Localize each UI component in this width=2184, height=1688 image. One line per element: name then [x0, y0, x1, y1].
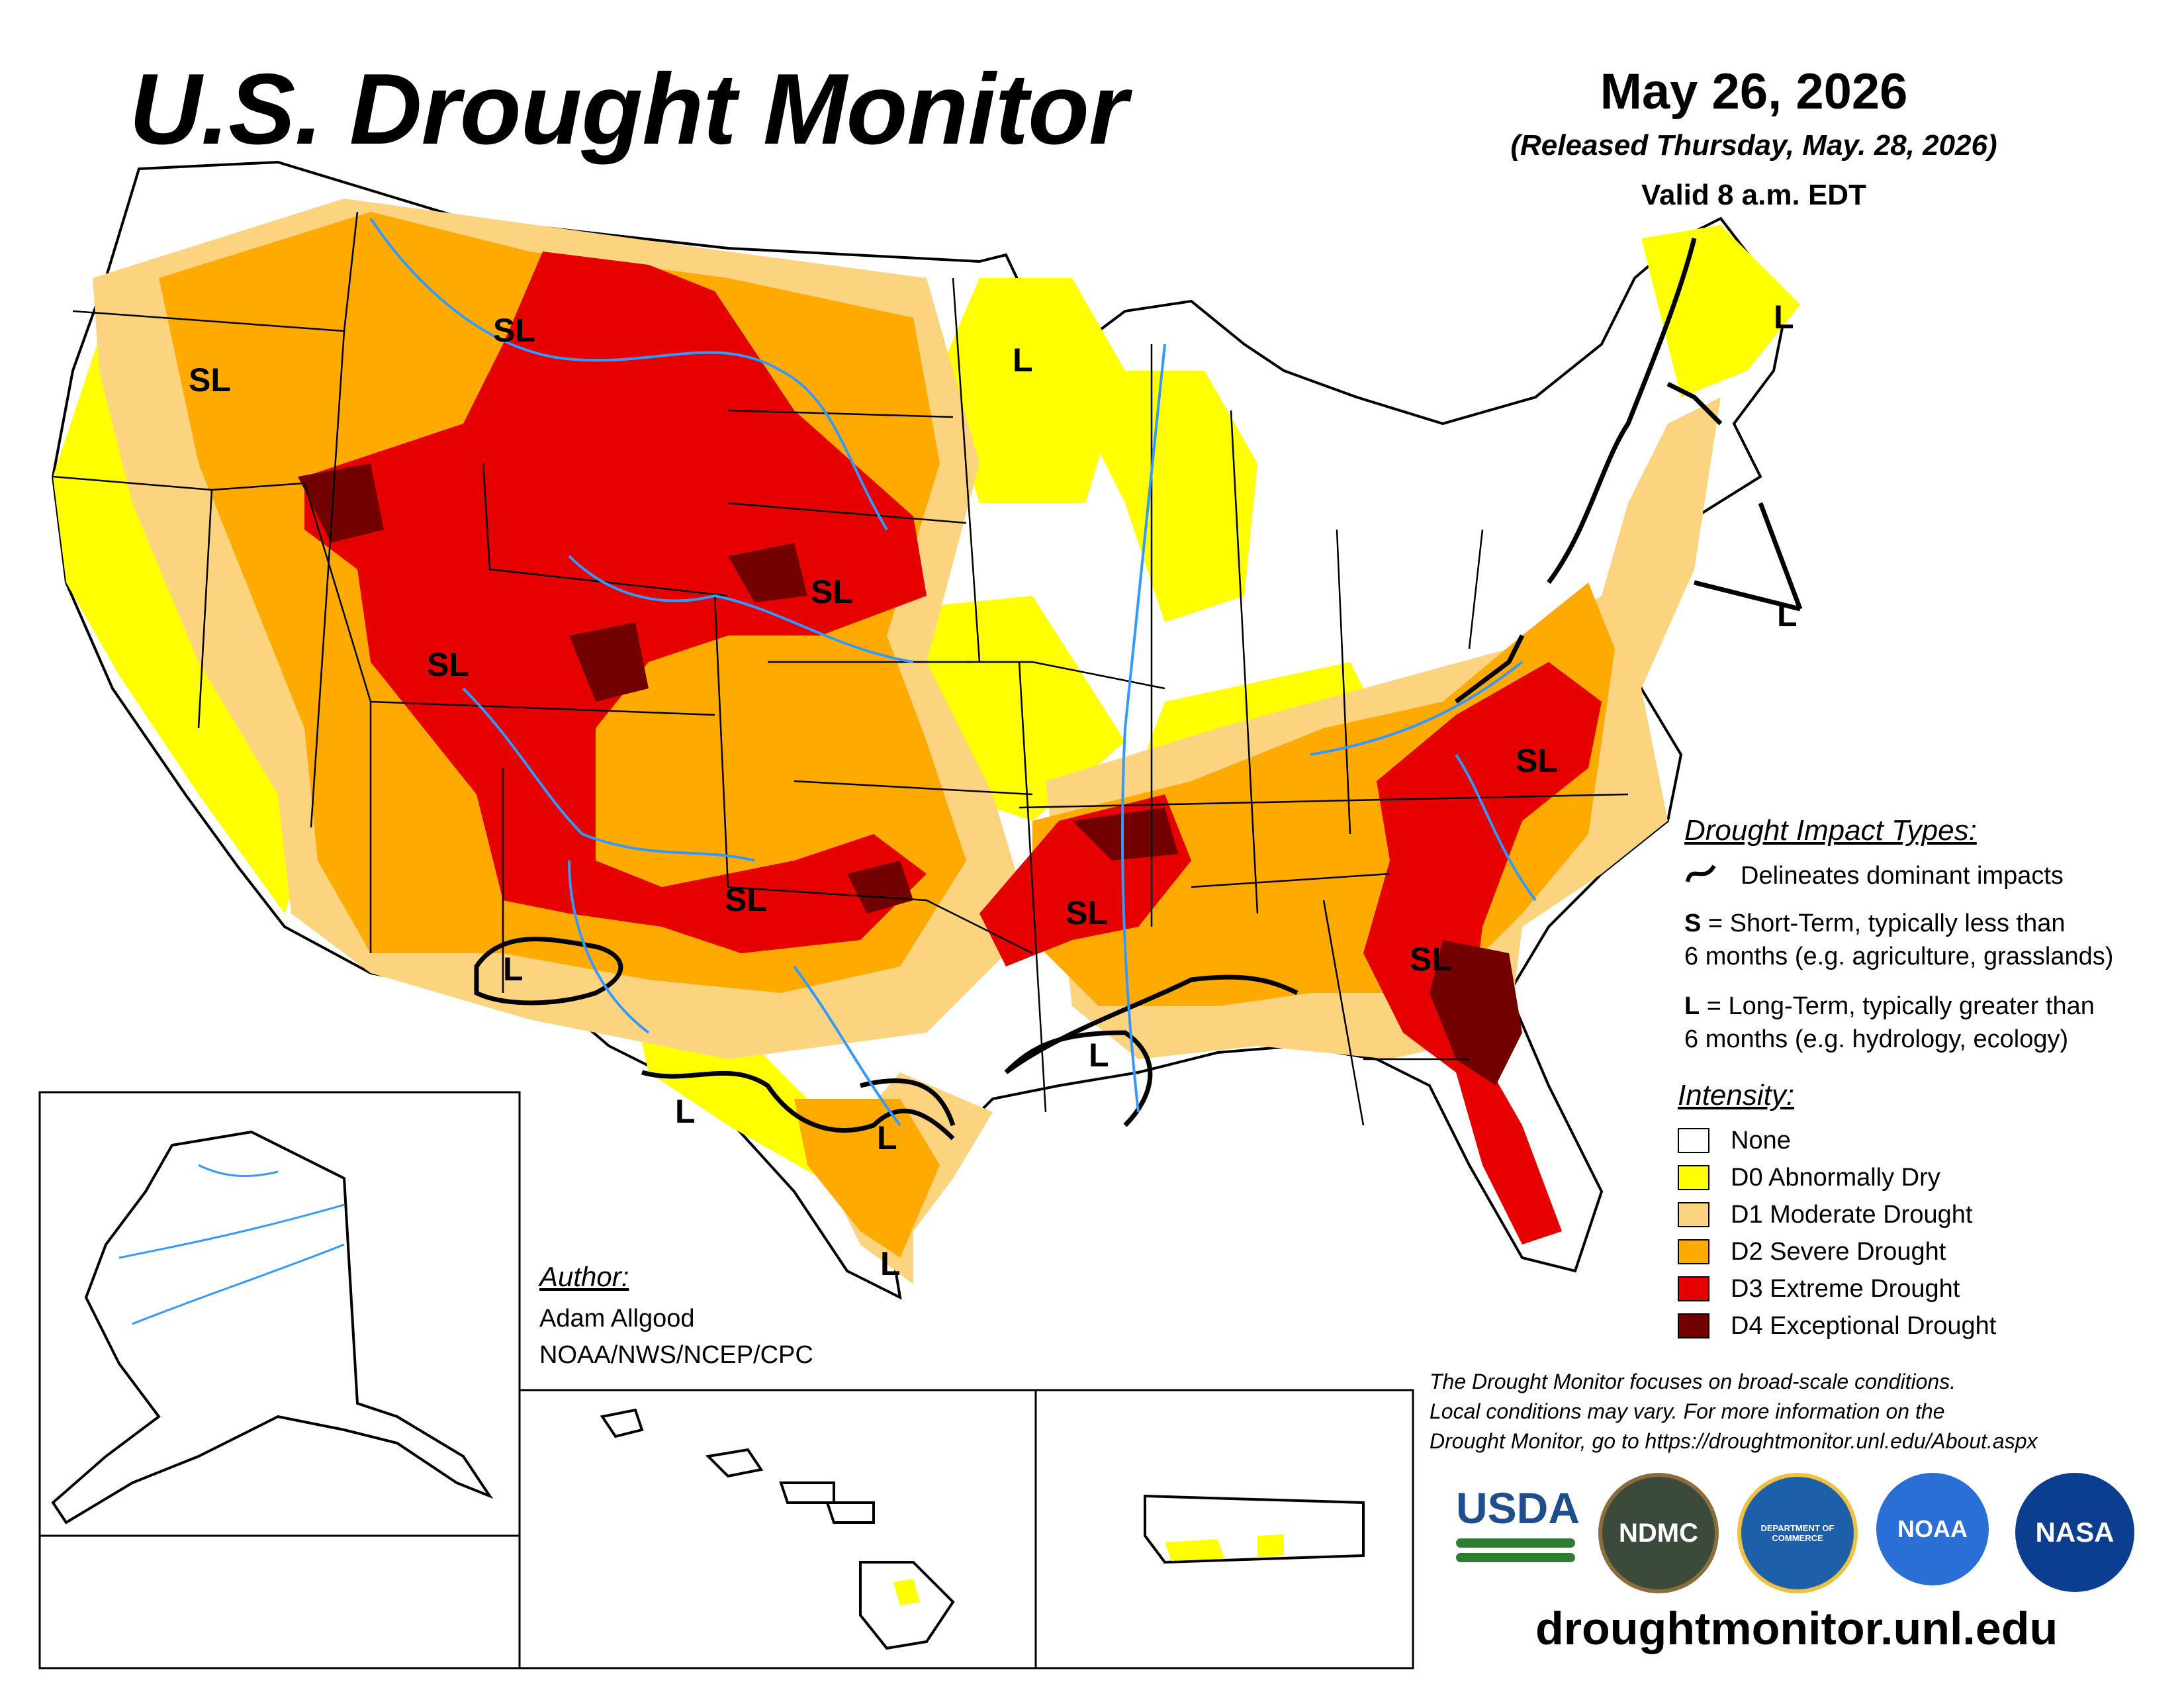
label-l-westtexas: L	[675, 1093, 696, 1130]
drought-areas	[53, 199, 1800, 1284]
impact-boundaries	[474, 238, 1803, 1141]
author-heading: Author:	[539, 1261, 629, 1292]
state-borders	[52, 211, 1629, 1126]
label-l-newmexico: L	[503, 951, 523, 988]
label-sl-georgia: SL	[1410, 941, 1452, 978]
intensity-heading: Intensity:	[1678, 1079, 1795, 1111]
swatch-d0	[1678, 1165, 1709, 1190]
map-date: May 26, 2026	[1600, 64, 1908, 120]
label-sl-carolina: SL	[1516, 742, 1558, 779]
ndmc-logo: NDMC	[1598, 1473, 1719, 1593]
legend-item-d3: D3 Extreme Drought	[1678, 1270, 1996, 1307]
alaska-shape	[51, 1130, 494, 1524]
author-org: NOAA/NWS/NCEP/CPC	[539, 1341, 813, 1369]
impact-short-term: S = Short-Term, typically less than	[1684, 910, 2066, 937]
noaa-logo: NOAA	[1876, 1473, 1989, 1585]
legend-item-none: None	[1678, 1122, 1996, 1159]
swatch-d1	[1678, 1202, 1709, 1227]
hawaii-inset	[518, 1389, 1037, 1669]
label-sl-southdakota: SL	[811, 573, 853, 610]
label-l-northeast: L	[1777, 596, 1797, 633]
doc-logo: DEPARTMENT OF COMMERCE	[1737, 1473, 1858, 1593]
label-sl-oregon: SL	[189, 361, 231, 399]
disclaimer-line-2: Local conditions may vary. For more info…	[1430, 1399, 1945, 1423]
legend-item-d0: D0 Abnormally Dry	[1678, 1159, 1996, 1196]
label-sl-montana: SL	[493, 312, 535, 349]
impact-heading: Drought Impact Types:	[1684, 814, 1977, 847]
label-sl-utah: SL	[427, 646, 469, 683]
impact-long-term-2: 6 months (e.g. hydrology, ecology)	[1684, 1025, 2069, 1053]
author-name: Adam Allgood	[539, 1305, 695, 1333]
swatch-none	[1678, 1128, 1709, 1153]
impact-delineates: Delineates dominant impacts	[1741, 862, 2064, 890]
label-l-maine: L	[1774, 299, 1794, 336]
legend-item-d1: D1 Moderate Drought	[1678, 1196, 1996, 1233]
swatch-d2	[1678, 1239, 1709, 1264]
label-sl-arkansas: SL	[1066, 894, 1108, 931]
label-l-minnesota: L	[1013, 342, 1033, 379]
valid-time: Valid 8 a.m. EDT	[1641, 179, 1866, 211]
map-title: U.S. Drought Monitor	[129, 53, 1128, 165]
legend-item-d4: D4 Exceptional Drought	[1678, 1307, 1996, 1344]
swatch-d4	[1678, 1313, 1709, 1338]
label-l-southtexas: L	[880, 1245, 901, 1282]
usda-logo: USDA	[1456, 1483, 1580, 1582]
release-date: (Released Thursday, May. 28, 2026)	[1510, 129, 1997, 162]
swatch-d3	[1678, 1276, 1709, 1301]
aleutian-inset	[38, 1534, 521, 1669]
impact-long-term: L = Long-Term, typically greater than	[1684, 992, 2095, 1020]
label-l-centraltexas: L	[877, 1119, 897, 1156]
disclaimer-line-1: The Drought Monitor focuses on broad-sca…	[1430, 1370, 1956, 1393]
label-l-louisiana: L	[1089, 1037, 1109, 1074]
label-sl-oklahoma: SL	[725, 881, 767, 918]
disclaimer-line-3: Drought Monitor, go to https://droughtmo…	[1430, 1429, 2038, 1453]
website-url[interactable]: droughtmonitor.unl.edu	[1535, 1603, 2058, 1654]
legend-item-d2: D2 Severe Drought	[1678, 1233, 1996, 1270]
impact-line-icon	[1684, 861, 1717, 890]
rivers	[369, 217, 1537, 1127]
nasa-logo: NASA	[2015, 1473, 2134, 1592]
intensity-legend: None D0 Abnormally Dry D1 Moderate Droug…	[1678, 1122, 1996, 1344]
impact-short-term-2: 6 months (e.g. agriculture, grasslands)	[1684, 943, 2114, 970]
